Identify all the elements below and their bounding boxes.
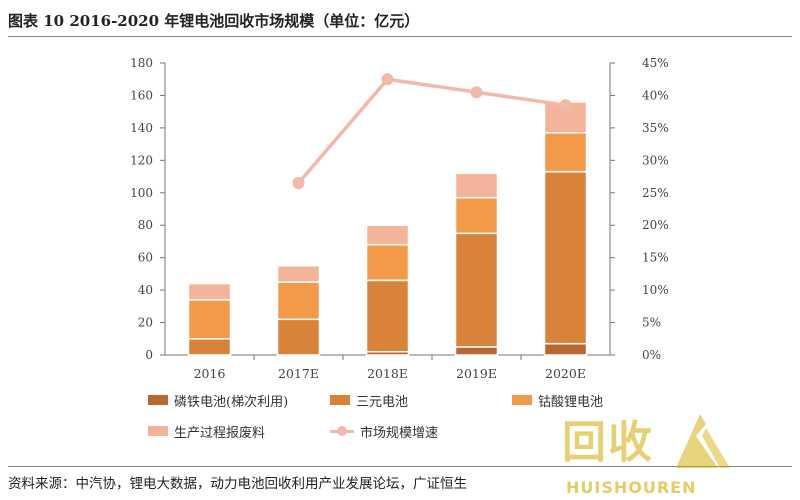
y-right-tick-label: 40% bbox=[642, 88, 669, 102]
source-note: 资料来源：中汽协，锂电大数据，动力电池回收利用产业发展论坛，广证恒生 bbox=[8, 476, 467, 492]
growth-line bbox=[297, 77, 566, 185]
growth-point bbox=[292, 177, 305, 190]
bar-segment-lco bbox=[365, 243, 410, 282]
growth-point bbox=[381, 73, 394, 86]
bar-segment-lco bbox=[276, 281, 321, 321]
legend-item-lco: 钴酸锂电池 bbox=[512, 391, 604, 410]
bar-segment-lfp bbox=[454, 346, 499, 356]
y-right-tick-label: 20% bbox=[642, 218, 669, 232]
growth-point bbox=[559, 99, 572, 112]
y-right-tick-label: 10% bbox=[642, 283, 669, 297]
y-left-tick-label: 40 bbox=[138, 283, 153, 297]
legend-label-growth: 市场规模增速 bbox=[360, 425, 439, 441]
y-right-tick-label: 45% bbox=[642, 56, 669, 70]
legend-item-lfp: 磷铁电池(梯次利用) bbox=[148, 391, 289, 410]
bar-segment-ternary bbox=[365, 279, 410, 353]
watermark-latin-text: HUISHOUREN bbox=[566, 478, 697, 497]
legend-label-lco: 钴酸锂电池 bbox=[538, 394, 604, 410]
y-right-tick-label: 35% bbox=[642, 121, 669, 135]
bar-segment-ternary bbox=[543, 170, 588, 345]
x-tick-label: 2020E bbox=[545, 366, 586, 381]
y-left-tick-label: 140 bbox=[130, 121, 153, 135]
bar-segment-ternary bbox=[276, 318, 321, 356]
bar-segment-scrap bbox=[365, 224, 410, 246]
bar-segment-lfp bbox=[543, 342, 588, 356]
y-left-tick-label: 180 bbox=[130, 56, 153, 70]
legend-item-ternary: 三元电池 bbox=[330, 391, 409, 410]
y-right-tick-label: 15% bbox=[642, 251, 669, 265]
y-left-tick-label: 80 bbox=[138, 218, 153, 232]
y-left-tick-label: 160 bbox=[130, 88, 153, 102]
bar-segment-scrap bbox=[276, 265, 321, 283]
x-tick-label: 2019E bbox=[456, 366, 497, 381]
y-right-tick-label: 5% bbox=[642, 316, 661, 330]
chart-canvas: 0 20 40 60 80 100 120 140 160 180 0% 5% 10% 15% 20% 25%… bbox=[130, 56, 669, 381]
bar-segment-scrap bbox=[187, 282, 232, 301]
y-left-tick-label: 60 bbox=[138, 251, 153, 265]
bar-segment-ternary bbox=[454, 232, 499, 348]
bar-segment-lco bbox=[454, 196, 499, 235]
chart-title: 图表 10 2016-2020 年锂电池回收市场规模（单位：亿元） bbox=[8, 12, 420, 30]
watermark-logo: 回收 HUISHOUREN bbox=[558, 404, 734, 497]
bar-segment-scrap bbox=[543, 101, 588, 134]
title-divider bbox=[8, 36, 792, 37]
x-tick-label: 2017E bbox=[278, 366, 319, 381]
bar-segment-ternary bbox=[187, 338, 232, 356]
y-right-tick-label: 30% bbox=[642, 153, 669, 167]
bar-segment-scrap bbox=[454, 172, 499, 199]
legend-item-scrap: 生产过程报废料 bbox=[148, 422, 266, 441]
y-left-tick-label: 100 bbox=[130, 186, 153, 200]
bar-segment-lco bbox=[543, 132, 588, 173]
legend-swatch-ternary bbox=[330, 395, 350, 405]
y-left-tick-label: 120 bbox=[130, 153, 153, 167]
y-right-tick-label: 25% bbox=[642, 186, 669, 200]
legend-swatch-scrap bbox=[148, 426, 168, 436]
bar-segment-lco bbox=[187, 299, 232, 340]
legend-label-ternary: 三元电池 bbox=[356, 394, 409, 410]
x-tick-label: 2018E bbox=[367, 366, 408, 381]
watermark-figure-icon bbox=[676, 414, 730, 468]
growth-point bbox=[470, 86, 483, 99]
legend-item-growth: 市场规模增速 bbox=[330, 422, 439, 441]
legend-label-scrap: 生产过程报废料 bbox=[174, 425, 266, 441]
x-tick-label: 2016 bbox=[194, 366, 226, 381]
legend-line-growth bbox=[330, 425, 354, 436]
source-divider bbox=[8, 466, 792, 467]
y-right-tick-label: 0% bbox=[642, 348, 661, 362]
legend-swatch-lfp bbox=[148, 395, 168, 405]
y-left-tick-label: 0 bbox=[145, 348, 153, 362]
legend-swatch-lco bbox=[512, 395, 532, 405]
y-left-tick-label: 20 bbox=[138, 316, 153, 330]
legend-label-lfp: 磷铁电池(梯次利用) bbox=[174, 394, 289, 410]
watermark-text: 回收 bbox=[562, 417, 654, 468]
